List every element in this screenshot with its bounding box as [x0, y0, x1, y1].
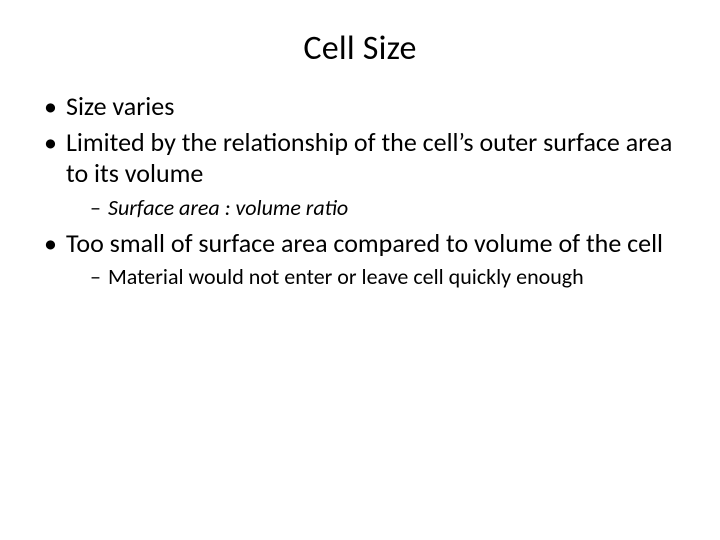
sub-bullet-item: Material would not enter or leave cell q… — [90, 263, 680, 291]
sub-bullet-item: Surface area : volume ratio — [90, 194, 680, 222]
bullet-item: Too small of surface area compared to vo… — [44, 228, 680, 291]
sub-bullet-list: Surface area : volume ratio — [66, 194, 680, 222]
bullet-text: Size varies — [66, 90, 174, 122]
bullet-item: Limited by the relationship of the cell’… — [44, 127, 680, 222]
bullet-item: Size varies — [44, 91, 680, 123]
sub-bullet-text: Surface area : volume ratio — [108, 194, 348, 221]
sub-bullet-list: Material would not enter or leave cell q… — [66, 263, 680, 291]
slide: Cell Size Size varies Limited by the rel… — [0, 0, 720, 540]
bullet-text: Limited by the relationship of the cell’… — [66, 126, 672, 190]
bullet-text: Too small of surface area compared to vo… — [66, 227, 663, 259]
bullet-list: Size varies Limited by the relationship … — [40, 91, 680, 291]
sub-bullet-text: Material would not enter or leave cell q… — [108, 263, 584, 290]
slide-title: Cell Size — [40, 28, 680, 69]
